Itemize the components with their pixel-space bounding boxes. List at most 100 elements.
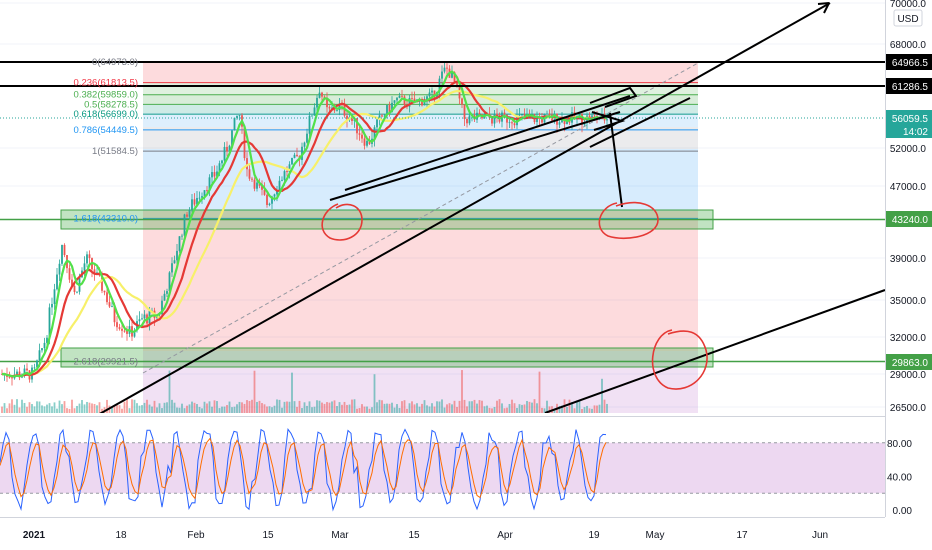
- candle-body[interactable]: [386, 105, 388, 116]
- candle-body[interactable]: [271, 196, 273, 204]
- candle-body[interactable]: [113, 306, 116, 323]
- candle-body[interactable]: [111, 306, 113, 307]
- candle-body[interactable]: [88, 254, 91, 259]
- candle-body[interactable]: [126, 330, 128, 334]
- candle-body[interactable]: [143, 314, 146, 319]
- candle-body[interactable]: [428, 92, 431, 97]
- candle-body[interactable]: [313, 107, 316, 116]
- currency-badge[interactable]: USD: [893, 9, 923, 27]
- candle-body[interactable]: [336, 109, 338, 111]
- candle-body[interactable]: [431, 90, 433, 93]
- candle-body[interactable]: [8, 376, 11, 378]
- candle-body[interactable]: [86, 254, 88, 264]
- candle-body[interactable]: [203, 190, 206, 197]
- price-badge[interactable]: 29863.0: [886, 354, 932, 370]
- candle-body[interactable]: [38, 350, 41, 361]
- candle-body[interactable]: [513, 123, 516, 126]
- candle-body[interactable]: [398, 95, 401, 98]
- candle-body[interactable]: [338, 103, 341, 110]
- candle-body[interactable]: [173, 260, 176, 264]
- candle-body[interactable]: [213, 172, 216, 177]
- candle-body[interactable]: [518, 114, 521, 116]
- candle-body[interactable]: [411, 98, 413, 99]
- circle-annotation-bottom[interactable]: [651, 329, 708, 390]
- circle-annotation-march-low[interactable]: [321, 203, 363, 241]
- user-drawings[interactable]: [0, 2, 885, 470]
- candle-body[interactable]: [191, 199, 193, 210]
- candle-body[interactable]: [268, 203, 271, 205]
- candle-body[interactable]: [281, 179, 283, 181]
- candle-body[interactable]: [181, 235, 183, 237]
- candle-body[interactable]: [228, 145, 231, 152]
- candle-body[interactable]: [186, 214, 188, 217]
- candle-body[interactable]: [376, 119, 378, 128]
- price-axis[interactable]: 70000.0 68000.0 52000.0 47000.0 39000.0 35000…: [885, 0, 932, 517]
- candle-body[interactable]: [46, 337, 48, 343]
- candle-body[interactable]: [108, 302, 111, 307]
- candle-body[interactable]: [378, 115, 381, 120]
- candle-body[interactable]: [236, 116, 238, 118]
- candle-body[interactable]: [311, 115, 313, 117]
- candle-body[interactable]: [606, 119, 608, 121]
- candle-body[interactable]: [1, 374, 3, 375]
- candle-body[interactable]: [491, 117, 493, 124]
- candle-body[interactable]: [363, 138, 366, 146]
- candle-body[interactable]: [223, 146, 226, 161]
- candle-body[interactable]: [401, 95, 403, 97]
- candle-body[interactable]: [331, 107, 333, 109]
- candle-body[interactable]: [183, 214, 186, 236]
- candle-body[interactable]: [593, 115, 596, 117]
- candle-body[interactable]: [391, 102, 393, 113]
- candle-body[interactable]: [68, 268, 71, 280]
- candle-body[interactable]: [361, 134, 363, 139]
- candle-body[interactable]: [188, 209, 191, 217]
- candle-body[interactable]: [536, 116, 538, 123]
- candle-body[interactable]: [463, 104, 466, 119]
- candle-body[interactable]: [578, 113, 581, 117]
- candle-body[interactable]: [453, 72, 456, 83]
- fib-trend-dashed-line[interactable]: [142, 62, 699, 374]
- candle-body[interactable]: [306, 133, 308, 143]
- candle-body[interactable]: [451, 72, 453, 78]
- candle-body[interactable]: [118, 327, 121, 329]
- candle-body[interactable]: [211, 172, 213, 178]
- candle-body[interactable]: [328, 107, 331, 109]
- candle-body[interactable]: [301, 146, 303, 160]
- price-badge[interactable]: 56059.5 14:02: [886, 110, 932, 138]
- candle-body[interactable]: [248, 169, 251, 179]
- candle-body[interactable]: [178, 236, 181, 251]
- ma-fast-green[interactable]: [1, 70, 608, 378]
- candle-body[interactable]: [61, 244, 63, 264]
- candle-body[interactable]: [321, 92, 323, 97]
- candle-body[interactable]: [218, 163, 221, 172]
- candle-body[interactable]: [383, 115, 386, 117]
- candle-body[interactable]: [138, 319, 141, 322]
- candle-body[interactable]: [56, 274, 58, 290]
- candle-body[interactable]: [163, 293, 166, 301]
- candle-body[interactable]: [76, 291, 78, 293]
- candle-body[interactable]: [116, 322, 118, 328]
- candle-body[interactable]: [48, 307, 51, 338]
- candle-body[interactable]: [256, 182, 258, 189]
- candle-body[interactable]: [73, 285, 76, 293]
- candle-body[interactable]: [196, 197, 198, 205]
- candle-body[interactable]: [466, 118, 468, 124]
- candle-body[interactable]: [273, 194, 276, 197]
- candle-body[interactable]: [506, 114, 508, 123]
- candle-body[interactable]: [83, 263, 86, 271]
- candle-body[interactable]: [53, 289, 56, 304]
- candle-body[interactable]: [346, 115, 348, 120]
- candle-body[interactable]: [26, 368, 28, 371]
- candle-body[interactable]: [403, 96, 406, 106]
- candle-body[interactable]: [541, 117, 543, 123]
- candle-body[interactable]: [16, 371, 18, 375]
- candle-body[interactable]: [358, 133, 361, 135]
- stoch-k-line[interactable]: [0, 427, 607, 512]
- candle-body[interactable]: [456, 82, 458, 86]
- time-axis[interactable]: 2021 18 Feb 15 Mar 15 Apr 19 May 17 Jun: [0, 517, 932, 550]
- candle-body[interactable]: [253, 179, 256, 189]
- candle-body[interactable]: [266, 194, 268, 205]
- candle-body[interactable]: [106, 292, 108, 303]
- projection-line-down[interactable]: [609, 112, 623, 208]
